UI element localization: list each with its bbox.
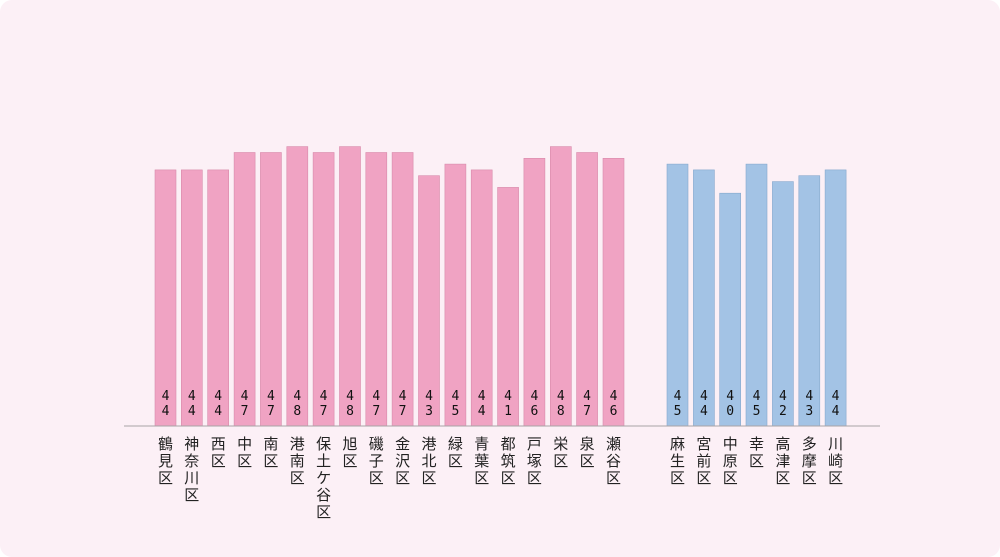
category-label-西区: 西区 [211,435,226,470]
bar-泉区 [576,152,598,427]
bar-青葉区 [470,169,493,427]
bar-西区 [207,169,229,427]
category-label-幸区: 幸区 [749,435,764,470]
bar-保土ケ谷区 [312,152,335,427]
bar-金沢区 [391,152,414,427]
bar-瀬谷区 [602,158,625,427]
category-label-南区: 南区 [263,435,278,470]
bar-戸塚区 [523,158,546,427]
category-label-港北区: 港北区 [421,435,436,487]
bar-中区 [233,152,256,427]
category-label-神奈川区: 神奈川区 [184,435,199,504]
category-labels-layer: 鶴見区神奈川区西区中区南区港南区保土ケ谷区旭区磯子区金沢区港北区緑区青葉区都筑区… [158,435,843,521]
bar-神奈川区 [181,169,203,427]
bar-緑区 [444,163,467,427]
bar-幸区 [745,163,768,427]
category-label-旭区: 旭区 [342,435,357,470]
bar-栄区 [549,146,572,427]
bar-宮前区 [693,169,715,427]
bar-麻生区 [666,163,689,427]
category-label-鶴見区: 鶴見区 [158,435,173,487]
bar-港南区 [286,146,309,427]
category-label-川崎区: 川崎区 [828,435,843,487]
category-label-多摩区: 多摩区 [802,435,817,487]
category-label-泉区: 泉区 [580,435,595,470]
category-label-中原区: 中原区 [723,435,738,487]
category-label-金沢区: 金沢区 [395,435,410,487]
bar-旭区 [339,146,361,427]
value-labels-layer: 4 4 4 4 4 4 4 7 4 7 4 8 4 7 4 8 4 7 4 7 4 3 4 5 4 4 4 1 4 6 4 8 4 7 4 6 4 5 4 4… [162,389,840,419]
category-label-青葉区: 青葉区 [474,435,489,487]
category-label-都筑区: 都筑区 [501,435,516,487]
bar-南区 [260,152,282,427]
category-label-麻生区: 麻生区 [670,435,685,487]
category-label-宮前区: 宮前区 [696,435,711,487]
category-label-磯子区: 磯子区 [369,435,384,487]
bar-川崎区 [824,169,847,427]
category-label-保土ケ谷区: 保土ケ谷区 [316,435,331,521]
bar-鶴見区 [154,169,177,427]
bar-磯子区 [365,152,388,427]
category-label-戸塚区: 戸塚区 [527,435,542,487]
bars-layer [154,146,847,427]
category-label-港南区: 港南区 [290,435,305,487]
category-label-緑区: 緑区 [448,435,463,470]
category-label-瀬谷区: 瀬谷区 [606,435,621,487]
category-label-中区: 中区 [237,435,252,470]
category-label-高津区: 高津区 [775,435,790,487]
category-label-栄区: 栄区 [553,435,568,470]
